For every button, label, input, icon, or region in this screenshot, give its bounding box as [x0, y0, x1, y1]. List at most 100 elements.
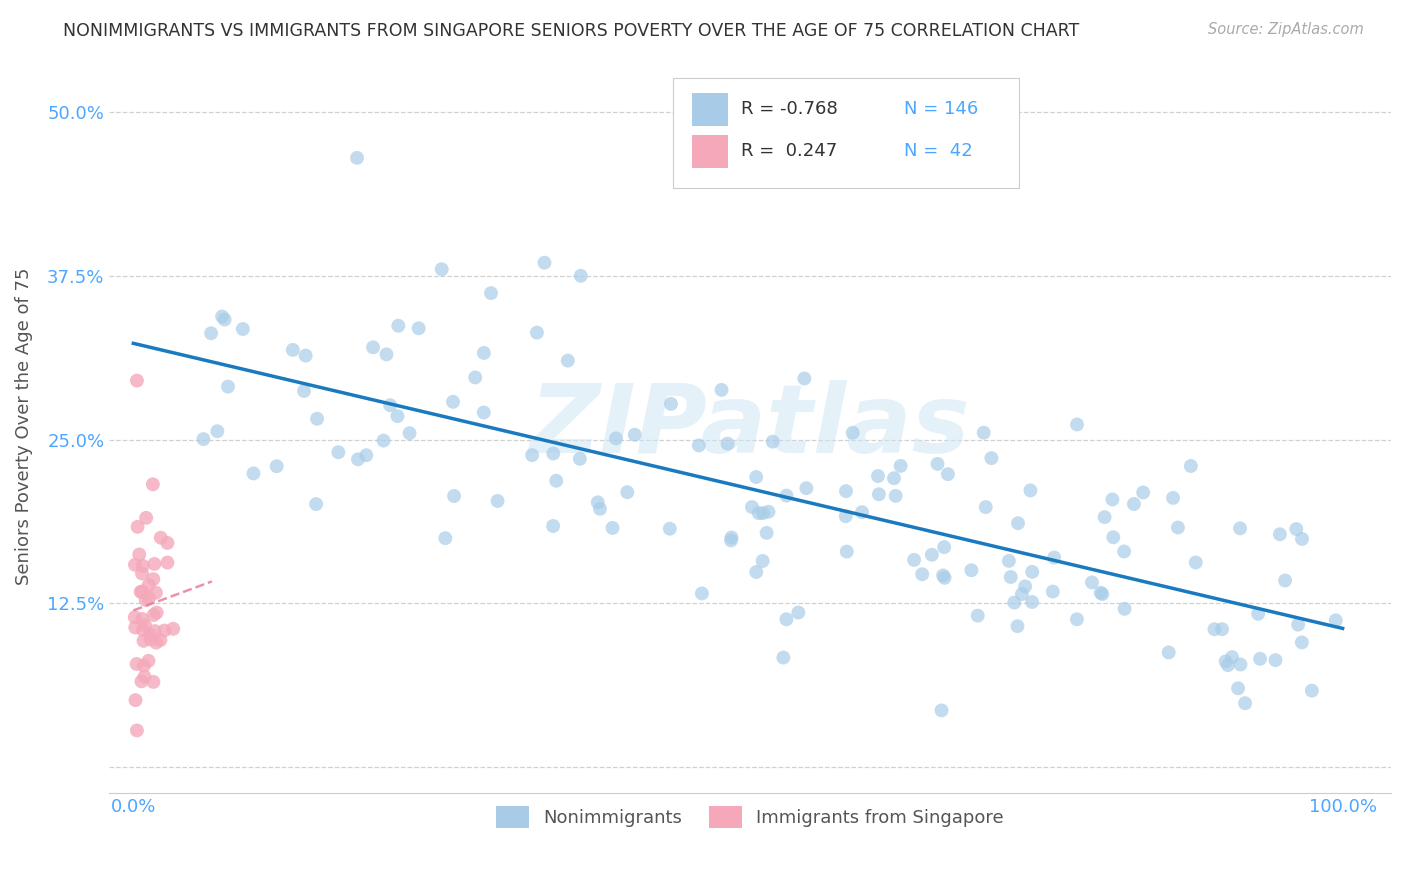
- Point: [307, 411, 329, 425]
- Point: [541, 519, 564, 533]
- Point: [932, 568, 955, 582]
- Text: N =  42: N = 42: [904, 143, 973, 161]
- Point: [1066, 417, 1088, 432]
- Point: [135, 593, 157, 607]
- Point: [546, 474, 568, 488]
- Point: [755, 525, 778, 540]
- Point: [1114, 544, 1136, 558]
- Point: [464, 370, 486, 384]
- Point: [775, 612, 797, 626]
- Point: [960, 563, 983, 577]
- Point: [375, 347, 398, 361]
- Point: [589, 501, 612, 516]
- Point: [934, 540, 956, 554]
- Point: [934, 571, 956, 585]
- Point: [1101, 492, 1123, 507]
- Point: [835, 544, 858, 558]
- Point: [1043, 550, 1066, 565]
- Point: [835, 509, 858, 524]
- Point: [131, 612, 153, 626]
- Point: [292, 384, 315, 398]
- Point: [149, 633, 172, 648]
- FancyBboxPatch shape: [692, 135, 728, 168]
- Point: [1220, 650, 1243, 665]
- Point: [973, 425, 995, 440]
- Point: [1227, 681, 1250, 696]
- Point: [526, 326, 548, 340]
- Point: [142, 607, 165, 622]
- Point: [1324, 614, 1347, 628]
- Point: [142, 477, 165, 491]
- Point: [1274, 574, 1296, 588]
- Point: [1286, 617, 1309, 632]
- Point: [200, 326, 222, 341]
- Point: [138, 578, 160, 592]
- Point: [927, 457, 949, 471]
- Point: [751, 554, 773, 568]
- Point: [787, 606, 810, 620]
- Point: [1007, 516, 1029, 531]
- Point: [931, 703, 953, 717]
- Point: [145, 635, 167, 649]
- Point: [266, 459, 288, 474]
- Point: [443, 489, 465, 503]
- Point: [124, 558, 146, 572]
- Point: [217, 379, 239, 393]
- Point: [1211, 622, 1233, 636]
- Point: [127, 520, 149, 534]
- Point: [193, 432, 215, 446]
- Point: [717, 436, 740, 450]
- Point: [232, 322, 254, 336]
- Point: [1249, 652, 1271, 666]
- Point: [1122, 497, 1144, 511]
- Point: [1091, 587, 1114, 601]
- Point: [966, 608, 988, 623]
- Point: [149, 531, 172, 545]
- Point: [1102, 530, 1125, 544]
- Point: [138, 654, 160, 668]
- Point: [124, 693, 146, 707]
- Text: Source: ZipAtlas.com: Source: ZipAtlas.com: [1208, 22, 1364, 37]
- Point: [1215, 655, 1237, 669]
- Point: [361, 340, 384, 354]
- Point: [720, 533, 742, 548]
- Point: [1066, 612, 1088, 626]
- Point: [690, 586, 713, 600]
- Point: [378, 398, 401, 412]
- Point: [1021, 565, 1043, 579]
- Point: [569, 268, 592, 283]
- Point: [125, 723, 148, 738]
- Point: [745, 565, 768, 579]
- Point: [1011, 587, 1033, 601]
- Point: [533, 255, 555, 269]
- Point: [1180, 458, 1202, 473]
- Point: [616, 485, 638, 500]
- Point: [623, 427, 645, 442]
- Text: R =  0.247: R = 0.247: [741, 143, 838, 161]
- Point: [980, 451, 1002, 466]
- Point: [294, 349, 316, 363]
- Point: [132, 558, 155, 573]
- Point: [710, 383, 733, 397]
- Point: [605, 431, 627, 445]
- Point: [242, 467, 264, 481]
- Point: [142, 674, 165, 689]
- Point: [214, 312, 236, 326]
- Point: [851, 505, 873, 519]
- Point: [129, 585, 152, 599]
- Point: [472, 405, 495, 419]
- Point: [775, 489, 797, 503]
- Point: [479, 286, 502, 301]
- Point: [139, 628, 162, 642]
- Point: [602, 521, 624, 535]
- Point: [748, 506, 770, 520]
- Point: [131, 566, 153, 581]
- Legend: Nonimmigrants, Immigrants from Singapore: Nonimmigrants, Immigrants from Singapore: [489, 799, 1011, 836]
- Point: [1002, 596, 1025, 610]
- Point: [796, 481, 818, 495]
- Point: [162, 622, 184, 636]
- Point: [793, 371, 815, 385]
- Point: [1157, 645, 1180, 659]
- Point: [741, 500, 763, 514]
- Point: [281, 343, 304, 357]
